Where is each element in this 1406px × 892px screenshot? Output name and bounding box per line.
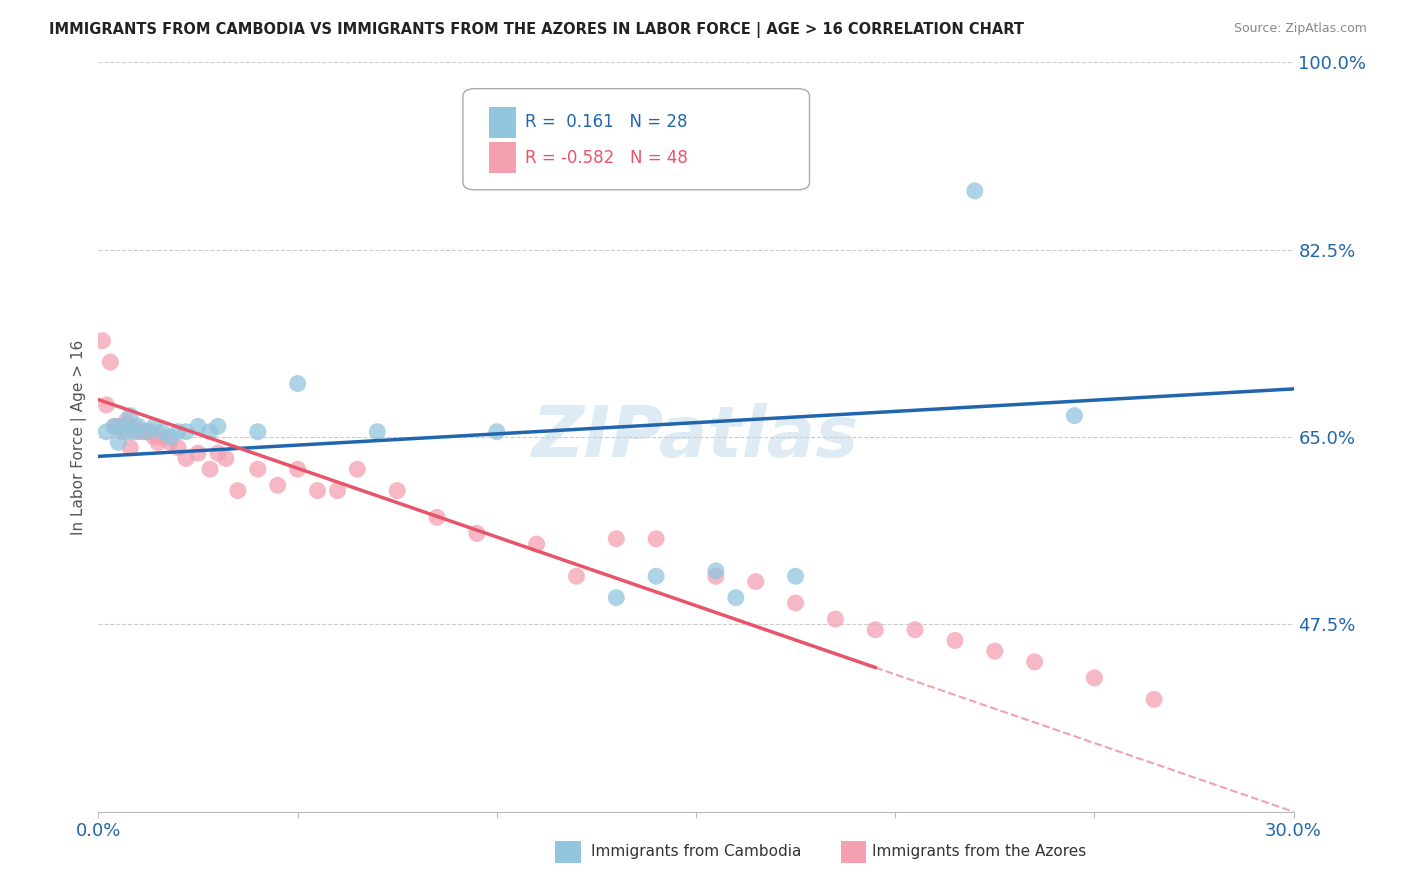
Point <box>139 425 162 439</box>
Text: Immigrants from Cambodia: Immigrants from Cambodia <box>591 845 801 859</box>
Point <box>785 596 807 610</box>
Point <box>904 623 927 637</box>
Bar <box>489 142 516 173</box>
Point <box>605 532 627 546</box>
Point <box>103 419 125 434</box>
Text: ZIPatlas: ZIPatlas <box>533 402 859 472</box>
Point <box>366 425 388 439</box>
Point <box>115 414 138 428</box>
Point <box>167 441 190 455</box>
Point <box>526 537 548 551</box>
Text: R =  0.161   N = 28: R = 0.161 N = 28 <box>524 113 688 131</box>
Point <box>115 425 138 439</box>
Text: Source: ZipAtlas.com: Source: ZipAtlas.com <box>1233 22 1367 36</box>
Point <box>385 483 409 498</box>
Point <box>226 483 249 498</box>
Point <box>107 419 129 434</box>
Text: R = -0.582   N = 48: R = -0.582 N = 48 <box>524 149 688 167</box>
Point <box>565 569 588 583</box>
Point <box>150 425 173 439</box>
Point <box>124 419 146 434</box>
Point <box>307 483 329 498</box>
Point <box>605 591 627 605</box>
Point <box>135 425 157 439</box>
Point <box>198 425 221 439</box>
Point <box>287 462 309 476</box>
Point <box>287 376 309 391</box>
Point <box>131 425 153 439</box>
Point <box>1063 409 1085 423</box>
Point <box>246 425 269 439</box>
FancyBboxPatch shape <box>463 88 810 190</box>
Point <box>745 574 768 589</box>
Point <box>127 419 149 434</box>
Point <box>326 483 349 498</box>
Point <box>148 435 170 450</box>
Point <box>124 425 146 439</box>
Point <box>174 451 197 466</box>
Point <box>943 633 966 648</box>
Y-axis label: In Labor Force | Age > 16: In Labor Force | Age > 16 <box>72 340 87 534</box>
Point <box>167 425 190 439</box>
Point <box>485 425 508 439</box>
Point <box>96 425 118 439</box>
Point <box>346 462 368 476</box>
Point <box>143 419 166 434</box>
Point <box>187 419 209 434</box>
Point <box>143 430 166 444</box>
Point <box>107 435 129 450</box>
Point <box>984 644 1007 658</box>
Point <box>267 478 290 492</box>
Point <box>724 591 747 605</box>
Point <box>865 623 887 637</box>
Point <box>465 526 488 541</box>
Point <box>704 564 727 578</box>
Point <box>215 451 238 466</box>
Point <box>127 425 149 439</box>
Point <box>1024 655 1046 669</box>
Point <box>98 355 122 369</box>
Point <box>187 446 209 460</box>
Point <box>103 419 125 434</box>
Point <box>645 569 668 583</box>
Point <box>111 419 134 434</box>
Point <box>207 419 229 434</box>
Point <box>785 569 807 583</box>
Point <box>159 435 181 450</box>
Point <box>1143 692 1166 706</box>
Point <box>704 569 727 583</box>
Bar <box>489 107 516 138</box>
Text: IMMIGRANTS FROM CAMBODIA VS IMMIGRANTS FROM THE AZORES IN LABOR FORCE | AGE > 16: IMMIGRANTS FROM CAMBODIA VS IMMIGRANTS F… <box>49 22 1024 38</box>
Point <box>120 441 142 455</box>
Point <box>111 425 134 439</box>
Point <box>963 184 986 198</box>
Point <box>645 532 668 546</box>
Point <box>207 446 229 460</box>
Point <box>159 430 181 444</box>
Point <box>120 409 142 423</box>
Point <box>198 462 221 476</box>
Point <box>150 430 173 444</box>
Point <box>91 334 114 348</box>
Point <box>824 612 846 626</box>
Text: Immigrants from the Azores: Immigrants from the Azores <box>872 845 1085 859</box>
Point <box>246 462 269 476</box>
Point <box>135 425 157 439</box>
Point <box>1083 671 1105 685</box>
Point <box>174 425 197 439</box>
Point <box>96 398 118 412</box>
Point <box>426 510 449 524</box>
